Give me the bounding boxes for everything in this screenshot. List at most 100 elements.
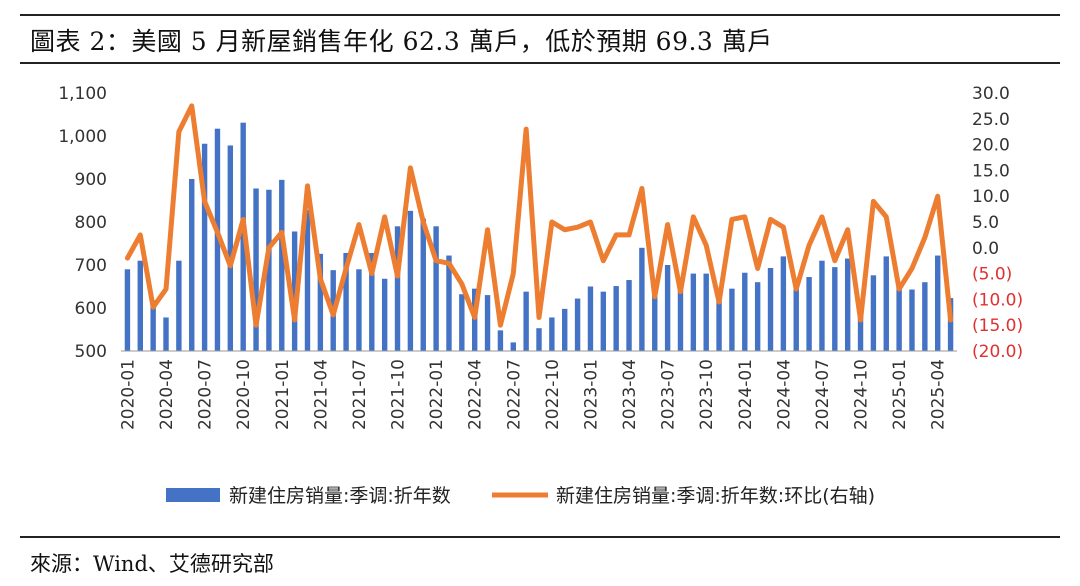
bar: [536, 328, 542, 351]
title-rule: [20, 62, 1060, 64]
legend-line-label: 新建住房销量:季调:折年数:环比(右轴): [556, 485, 875, 507]
y-right-tick-label: 20.0: [972, 136, 1010, 156]
bar: [652, 282, 658, 351]
bar: [266, 189, 272, 351]
bar: [124, 269, 131, 351]
bar: [369, 252, 375, 351]
x-tick-label: 2022-10: [543, 359, 563, 430]
bar: [909, 289, 915, 351]
bar: [870, 275, 877, 351]
y-right-tick-label: (5.0): [972, 265, 1012, 285]
y-left-tick-label: 900: [75, 170, 107, 190]
x-tick-label: 2023-10: [697, 359, 717, 430]
bar: [317, 253, 324, 351]
y-right-tick-label: 0.0: [972, 239, 999, 259]
x-tick-label: 2021-01: [273, 359, 293, 430]
legend-bar-swatch: [166, 488, 220, 502]
bar: [484, 295, 491, 351]
bar: [896, 282, 902, 351]
x-tick-label: 2020-07: [196, 359, 216, 430]
bar: [137, 260, 143, 351]
bar: [767, 268, 774, 351]
bar: [304, 209, 311, 351]
x-tick-label: 2022-01: [427, 359, 447, 430]
bar: [716, 300, 722, 351]
bar: [935, 255, 941, 351]
x-tick-label: 2023-07: [659, 359, 679, 430]
bar: [279, 179, 285, 351]
y-left-tick-label: 700: [75, 256, 107, 276]
bar: [574, 298, 581, 351]
bottom-rule: [20, 536, 1060, 538]
bar: [819, 260, 825, 351]
y-right-tick-label: 25.0: [972, 110, 1010, 130]
bar: [729, 288, 735, 351]
bar: [677, 284, 684, 351]
bar: [587, 286, 594, 351]
bar: [420, 218, 426, 351]
x-tick-label: 2020-04: [157, 359, 177, 430]
legend-bar-label: 新建住房销量:季调:折年数: [229, 485, 451, 507]
y-right-tick-label: 5.0: [972, 213, 999, 233]
bar: [947, 298, 954, 351]
bar: [510, 342, 516, 351]
bar: [703, 273, 709, 351]
bar: [176, 260, 182, 351]
bar: [626, 280, 632, 351]
y-left-tick-label: 1,100: [58, 84, 107, 104]
left-axis-ticks: 500 600 700 800 900 1,000 1,100: [58, 84, 107, 362]
chart-title: 圖表 2：美國 5 月新屋銷售年化 62.3 萬戶，低於預期 69.3 萬戶: [30, 27, 773, 56]
y-right-tick-label: (10.0): [972, 290, 1023, 310]
bar: [793, 278, 799, 351]
bar: [922, 282, 928, 351]
x-tick-label: 2020-01: [118, 359, 138, 430]
bar: [497, 330, 504, 351]
y-left-tick-label: 1,000: [58, 127, 107, 147]
y-right-tick-label: (15.0): [972, 316, 1023, 336]
x-tick-label: 2020-10: [234, 359, 254, 430]
bar: [562, 308, 568, 351]
y-right-tick-label: (20.0): [972, 342, 1023, 362]
x-tick-label: 2022-04: [466, 359, 486, 430]
bar-series: [124, 122, 954, 351]
bar: [433, 226, 439, 351]
bar: [407, 210, 414, 351]
bar: [343, 252, 349, 351]
x-tick-label: 2024-07: [813, 359, 833, 430]
y-right-tick-label: 30.0: [972, 84, 1010, 104]
x-tick-label: 2021-07: [350, 359, 370, 430]
bar: [844, 258, 851, 351]
right-axis-ticks: (20.0) (15.0) (10.0) (5.0) 0.0 5.0 10.0 15.0 20.…: [972, 84, 1023, 362]
x-tick-label: 2025-04: [929, 359, 949, 430]
bar: [600, 291, 607, 351]
y-left-tick-label: 500: [75, 342, 107, 362]
y-left-tick-label: 600: [75, 299, 107, 319]
bar: [613, 286, 619, 351]
line-series: [124, 103, 954, 328]
x-tick-label: 2024-01: [736, 359, 756, 430]
bar: [832, 267, 838, 351]
x-axis-ticks: 2020-01 2020-04 2020-07 2020-10 2021-01 2021-…: [118, 359, 948, 430]
top-rule: [20, 14, 1060, 16]
bar: [639, 247, 645, 351]
x-tick-label: 2023-04: [620, 359, 640, 430]
bar: [356, 269, 362, 351]
bar: [150, 300, 156, 351]
bar: [664, 265, 671, 351]
legend: 新建住房销量:季调:折年数 新建住房销量:季调:折年数:环比(右轴): [166, 485, 875, 507]
x-tick-label: 2025-01: [890, 359, 910, 430]
x-tick-label: 2023-01: [581, 359, 601, 430]
bar: [806, 277, 812, 351]
bar: [780, 256, 787, 351]
bar: [549, 317, 555, 351]
bar: [189, 179, 195, 351]
bar: [742, 272, 748, 351]
bar: [523, 291, 529, 351]
x-tick-label: 2021-10: [389, 359, 409, 430]
x-tick-label: 2024-04: [774, 359, 794, 430]
y-right-tick-label: 15.0: [972, 161, 1010, 181]
bar: [214, 128, 221, 351]
bar: [201, 143, 208, 351]
y-left-tick-label: 800: [75, 213, 107, 233]
x-tick-label: 2022-07: [504, 359, 524, 430]
